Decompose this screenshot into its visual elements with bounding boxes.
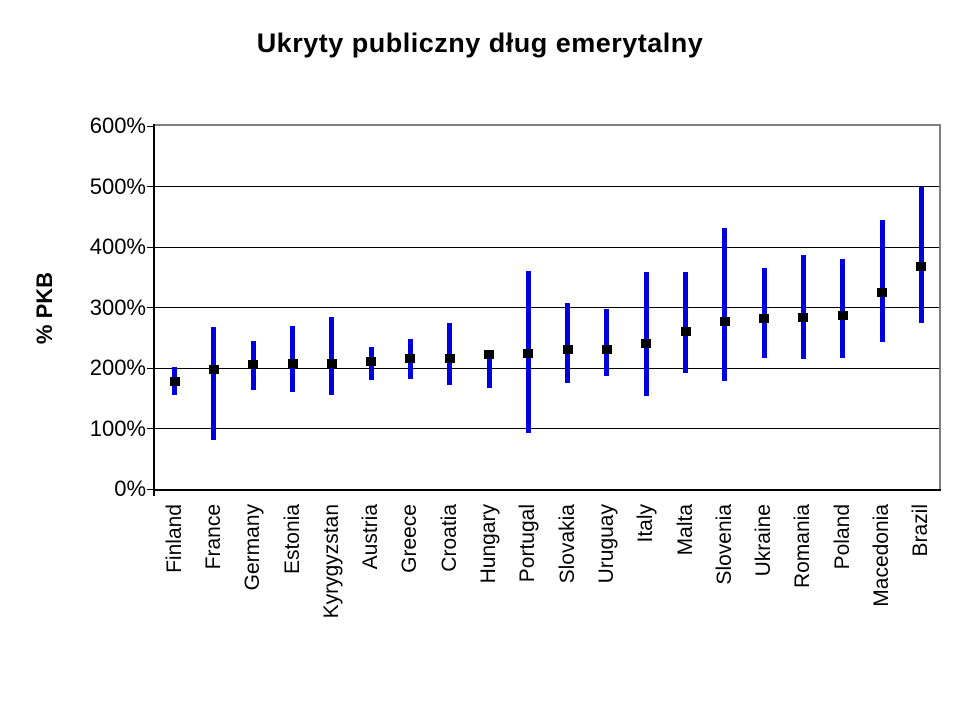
range-bar <box>800 254 806 359</box>
category-label: Finland <box>162 504 186 573</box>
category-label: France <box>201 504 225 570</box>
y-tick-label: 100% <box>89 415 146 441</box>
gridline <box>155 367 939 369</box>
y-tick-label: 400% <box>89 234 146 259</box>
gridline <box>155 428 939 429</box>
category-label: Ukraine <box>752 504 776 577</box>
category-label: Slovakia <box>555 504 579 584</box>
y-tick-mark <box>147 488 154 490</box>
range-bar <box>447 322 453 385</box>
y-tick-label: 0% <box>114 476 146 501</box>
category-label: Malta <box>673 504 697 556</box>
range-bar <box>329 317 335 395</box>
range-bar <box>643 272 649 396</box>
category-label: Brazil <box>909 504 933 557</box>
mid-marker <box>326 358 337 368</box>
y-tick-label: 300% <box>89 294 146 320</box>
mid-marker <box>523 348 534 358</box>
y-tick-label: 600% <box>89 113 146 138</box>
category-label: Portugal <box>516 504 540 583</box>
y-axis-line <box>153 124 155 491</box>
category-label: Romania <box>791 504 815 589</box>
mid-marker <box>680 327 691 337</box>
mid-marker <box>444 354 455 364</box>
mid-marker <box>562 345 573 355</box>
mid-marker <box>208 365 219 375</box>
y-tick-label: 200% <box>89 355 146 380</box>
y-tick-mark <box>147 367 154 369</box>
y-tick-mark <box>147 307 154 308</box>
range-bar <box>565 302 571 384</box>
gridline <box>155 246 939 248</box>
category-label: Macedonia <box>870 504 894 607</box>
mid-marker <box>169 376 180 386</box>
mid-marker <box>641 338 652 348</box>
category-label: Austria <box>359 504 383 570</box>
mid-marker <box>484 349 495 359</box>
category-label: Uruguay <box>594 504 618 584</box>
range-bar <box>722 227 728 382</box>
range-bar <box>683 272 689 373</box>
y-tick-label: 500% <box>89 173 146 199</box>
range-bar <box>879 220 885 342</box>
category-label: Croatia <box>437 504 461 572</box>
mid-marker <box>601 344 612 354</box>
mid-marker <box>287 359 298 369</box>
plot-border-right <box>939 124 941 491</box>
category-label: Greece <box>398 504 422 573</box>
x-axis-line <box>153 489 941 491</box>
range-bar <box>840 259 846 359</box>
x-axis-tick <box>153 491 155 496</box>
chart-title: Ukryty publiczny dług emerytalny <box>256 28 704 58</box>
range-bar <box>486 351 492 388</box>
range-bar <box>761 267 767 359</box>
y-tick-mark <box>147 186 154 187</box>
mid-marker <box>798 313 809 323</box>
mid-marker <box>877 288 888 298</box>
plot-border-top <box>153 124 941 126</box>
range-bar <box>290 325 296 392</box>
y-tick-mark <box>147 125 154 127</box>
gridline <box>155 307 939 308</box>
gridline <box>155 186 939 187</box>
category-label: Italy <box>634 504 658 543</box>
category-label: Poland <box>830 504 854 570</box>
mid-marker <box>366 357 377 367</box>
category-label: Kyrygyzstan <box>319 504 343 619</box>
range-bar <box>211 326 217 440</box>
category-label: Germany <box>241 504 265 591</box>
mid-marker <box>916 262 927 272</box>
range-bar <box>604 308 610 377</box>
mid-marker <box>719 316 730 326</box>
range-bar <box>918 186 924 324</box>
category-label: Slovenia <box>712 504 736 585</box>
mid-marker <box>837 311 848 321</box>
y-tick-mark <box>147 428 154 429</box>
mid-marker <box>248 359 259 369</box>
category-label: Hungary <box>477 504 501 584</box>
mid-marker <box>759 314 770 324</box>
y-tick-mark <box>147 246 154 248</box>
category-label: Estonia <box>280 504 304 575</box>
mid-marker <box>405 354 416 364</box>
